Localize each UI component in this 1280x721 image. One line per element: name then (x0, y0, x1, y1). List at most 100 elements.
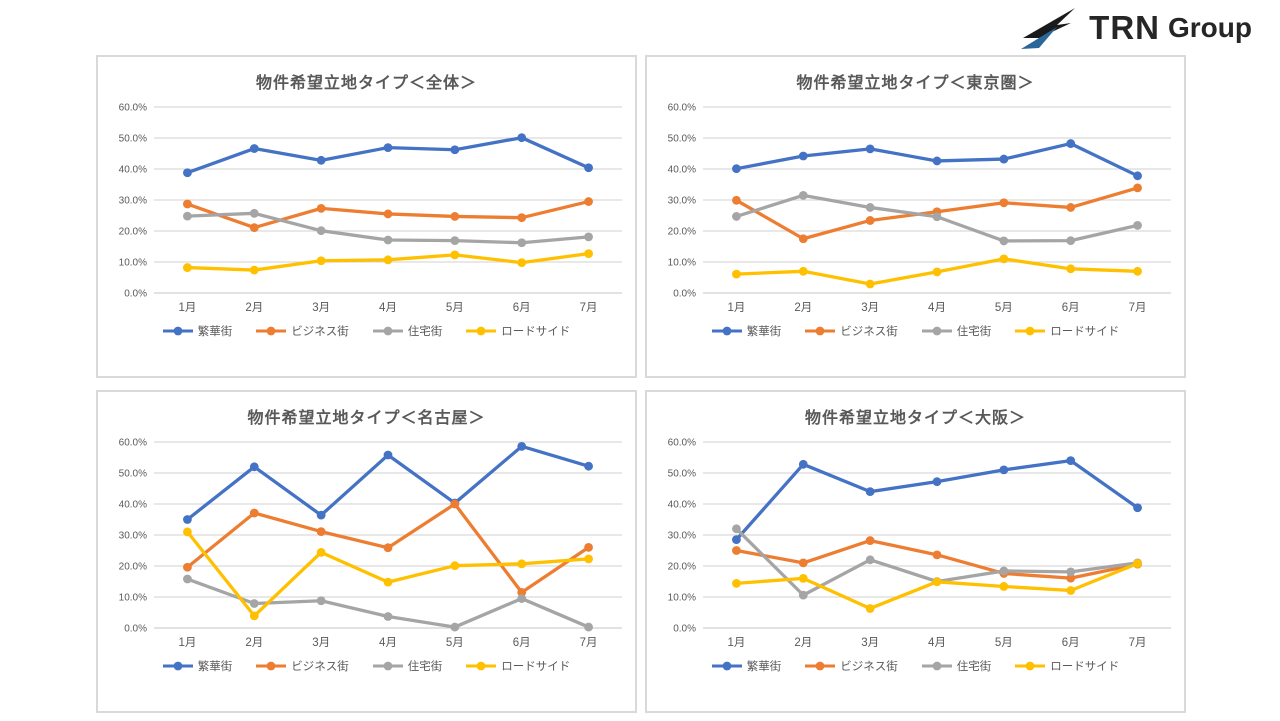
legend-label: 住宅街 (407, 326, 443, 338)
legend-line-marker-icon (372, 326, 403, 336)
legend-item-residential: 住宅街 (372, 323, 443, 339)
svg-text:3月: 3月 (312, 637, 330, 649)
svg-text:3月: 3月 (861, 637, 879, 649)
svg-text:4月: 4月 (928, 302, 946, 314)
legend-line-marker-icon (466, 661, 497, 671)
legend-label: ビジネス街 (840, 661, 898, 673)
legend-line-marker-icon (162, 326, 193, 336)
svg-text:7月: 7月 (1129, 637, 1147, 649)
svg-text:10.0%: 10.0% (668, 258, 696, 269)
legend-label: 繁華街 (197, 661, 233, 673)
chart-legend: 繁華街 ビジネス街 住宅街 ロードサイド (647, 658, 1184, 674)
legend-label: ロードサイド (1050, 326, 1120, 338)
svg-text:0.0%: 0.0% (673, 289, 696, 300)
legend-item-roadside: ロードサイド (1015, 658, 1119, 674)
svg-text:30.0%: 30.0% (119, 531, 147, 542)
svg-text:6月: 6月 (513, 637, 531, 649)
svg-text:40.0%: 40.0% (119, 500, 147, 511)
chart-panel-nagoya: 物件希望立地タイプ＜名古屋＞ 60.0% 50.0% 40.0% 30.0% 20.0%… (96, 390, 637, 713)
svg-text:30.0%: 30.0% (668, 196, 696, 207)
svg-text:40.0%: 40.0% (668, 165, 696, 176)
legend-item-business: ビジネス街 (805, 323, 898, 339)
line-chart-plot: 60.0% 50.0% 40.0% 30.0% 20.0% 10.0% 0.0% 1月 2月 3月… (668, 103, 1171, 314)
legend-item-hankagai: 繁華街 (162, 323, 233, 339)
line-chart-plot: 60.0% 50.0% 40.0% 30.0% 20.0% 10.0% 0.0% 1月 2月 3月… (119, 103, 622, 314)
legend-line-marker-icon (921, 661, 952, 671)
legend-label: ビジネス街 (291, 661, 349, 673)
svg-text:60.0%: 60.0% (668, 103, 696, 114)
legend-label: ビジネス街 (291, 326, 349, 338)
svg-text:50.0%: 50.0% (119, 134, 147, 145)
svg-text:60.0%: 60.0% (668, 438, 696, 449)
svg-text:4月: 4月 (379, 302, 397, 314)
legend-line-marker-icon (256, 326, 287, 336)
chart-panel-overall: 物件希望立地タイプ＜全体＞ 60.0% 50.0% 40.0% 30.0% 20.0% 1… (96, 55, 637, 378)
svg-text:2月: 2月 (245, 637, 263, 649)
svg-text:50.0%: 50.0% (119, 469, 147, 480)
svg-text:4月: 4月 (928, 637, 946, 649)
svg-text:20.0%: 20.0% (668, 227, 696, 238)
svg-text:50.0%: 50.0% (668, 469, 696, 480)
logo-brand-text: TRN (1089, 9, 1160, 46)
legend-item-residential: 住宅街 (921, 323, 992, 339)
legend-label: ロードサイド (1050, 661, 1120, 673)
svg-text:6月: 6月 (1062, 302, 1080, 314)
svg-text:1月: 1月 (727, 302, 745, 314)
legend-line-marker-icon (162, 661, 193, 671)
legend-line-marker-icon (372, 661, 403, 671)
legend-item-roadside: ロードサイド (466, 323, 570, 339)
svg-text:2月: 2月 (794, 302, 812, 314)
svg-text:40.0%: 40.0% (668, 500, 696, 511)
legend-line-marker-icon (466, 326, 497, 336)
legend-item-business: ビジネス街 (805, 658, 898, 674)
trn-group-logo: TRN Group (1021, 6, 1252, 50)
legend-line-marker-icon (711, 326, 742, 336)
svg-text:6月: 6月 (1062, 637, 1080, 649)
svg-text:5月: 5月 (995, 302, 1013, 314)
svg-text:20.0%: 20.0% (119, 227, 147, 238)
legend-item-hankagai: 繁華街 (711, 323, 782, 339)
svg-text:2月: 2月 (245, 302, 263, 314)
legend-item-hankagai: 繁華街 (162, 658, 233, 674)
legend-line-marker-icon (921, 326, 952, 336)
legend-label: 住宅街 (956, 326, 992, 338)
svg-text:0.0%: 0.0% (124, 289, 147, 300)
svg-text:40.0%: 40.0% (119, 165, 147, 176)
legend-line-marker-icon (711, 661, 742, 671)
svg-text:0.0%: 0.0% (124, 624, 147, 635)
svg-text:7月: 7月 (580, 637, 598, 649)
legend-item-business: ビジネス街 (256, 658, 349, 674)
logo-brand-suffix-text: Group (1168, 12, 1252, 43)
legend-item-residential: 住宅街 (372, 658, 443, 674)
svg-text:5月: 5月 (995, 637, 1013, 649)
legend-line-marker-icon (256, 661, 287, 671)
line-chart-plot: 60.0% 50.0% 40.0% 30.0% 20.0% 10.0% 0.0% 1月 2月 3月… (668, 438, 1171, 649)
svg-text:1月: 1月 (178, 637, 196, 649)
svg-text:7月: 7月 (1129, 302, 1147, 314)
svg-text:7月: 7月 (580, 302, 598, 314)
svg-text:0.0%: 0.0% (673, 624, 696, 635)
chart-panel-tokyo: 物件希望立地タイプ＜東京圏＞ 60.0% 50.0% 40.0% 30.0% 20.0%… (645, 55, 1186, 378)
legend-item-roadside: ロードサイド (1015, 323, 1119, 339)
chart-panel-osaka: 物件希望立地タイプ＜大阪＞ 60.0% 50.0% 40.0% 30.0% 20.0% 1… (645, 390, 1186, 713)
legend-label: ロードサイド (501, 661, 571, 673)
legend-line-marker-icon (805, 326, 836, 336)
trn-logo-arrow-icon (1021, 6, 1079, 50)
svg-text:2月: 2月 (794, 637, 812, 649)
svg-text:60.0%: 60.0% (119, 103, 147, 114)
legend-item-residential: 住宅街 (921, 658, 991, 674)
chart-title: 物件希望立地タイプ＜全体＞ (255, 75, 477, 92)
legend-label: 繁華街 (197, 326, 233, 338)
chart-legend: 繁華街 ビジネス街 住宅街 ロードサイド (98, 658, 635, 674)
legend-item-business: ビジネス街 (256, 323, 349, 339)
legend-label: 繁華街 (746, 326, 782, 338)
legend-label: 住宅街 (407, 661, 443, 673)
legend-label: 繁華街 (746, 661, 782, 673)
legend-line-marker-icon (1015, 326, 1046, 336)
svg-text:3月: 3月 (861, 302, 879, 314)
legend-line-marker-icon (1015, 661, 1046, 671)
legend-label: ロードサイド (501, 326, 571, 338)
svg-text:20.0%: 20.0% (119, 562, 147, 573)
svg-text:50.0%: 50.0% (668, 134, 696, 145)
